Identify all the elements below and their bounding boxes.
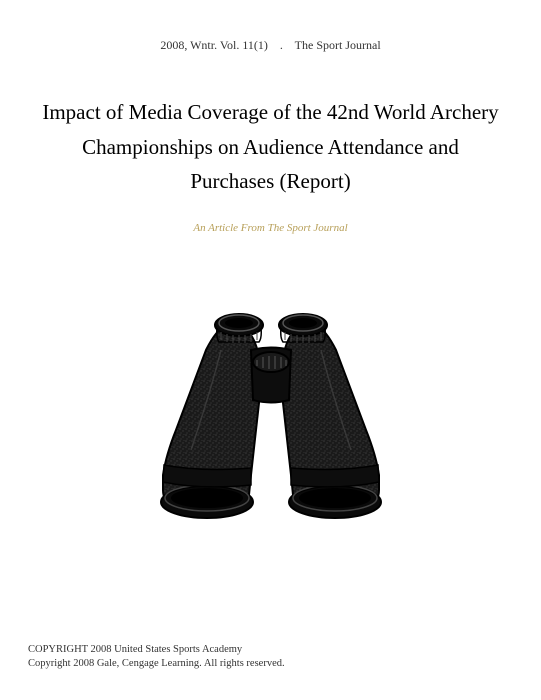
issue-info: 2008, Wntr. Vol. 11(1) bbox=[160, 38, 268, 52]
title-block: Impact of Media Coverage of the 42nd Wor… bbox=[40, 95, 501, 199]
journal-name: The Sport Journal bbox=[295, 38, 381, 52]
separator: . bbox=[280, 38, 283, 52]
copyright-line-1: COPYRIGHT 2008 United States Sports Acad… bbox=[28, 643, 285, 658]
binoculars-illustration bbox=[131, 290, 411, 530]
header-meta: 2008, Wntr. Vol. 11(1) . The Sport Journ… bbox=[0, 38, 541, 53]
copyright-line-2: Copyright 2008 Gale, Cengage Learning. A… bbox=[28, 657, 285, 672]
article-title: Impact of Media Coverage of the 42nd Wor… bbox=[40, 95, 501, 199]
article-subtitle: An Article From The Sport Journal bbox=[0, 222, 541, 234]
copyright-footer: COPYRIGHT 2008 United States Sports Acad… bbox=[28, 643, 285, 672]
